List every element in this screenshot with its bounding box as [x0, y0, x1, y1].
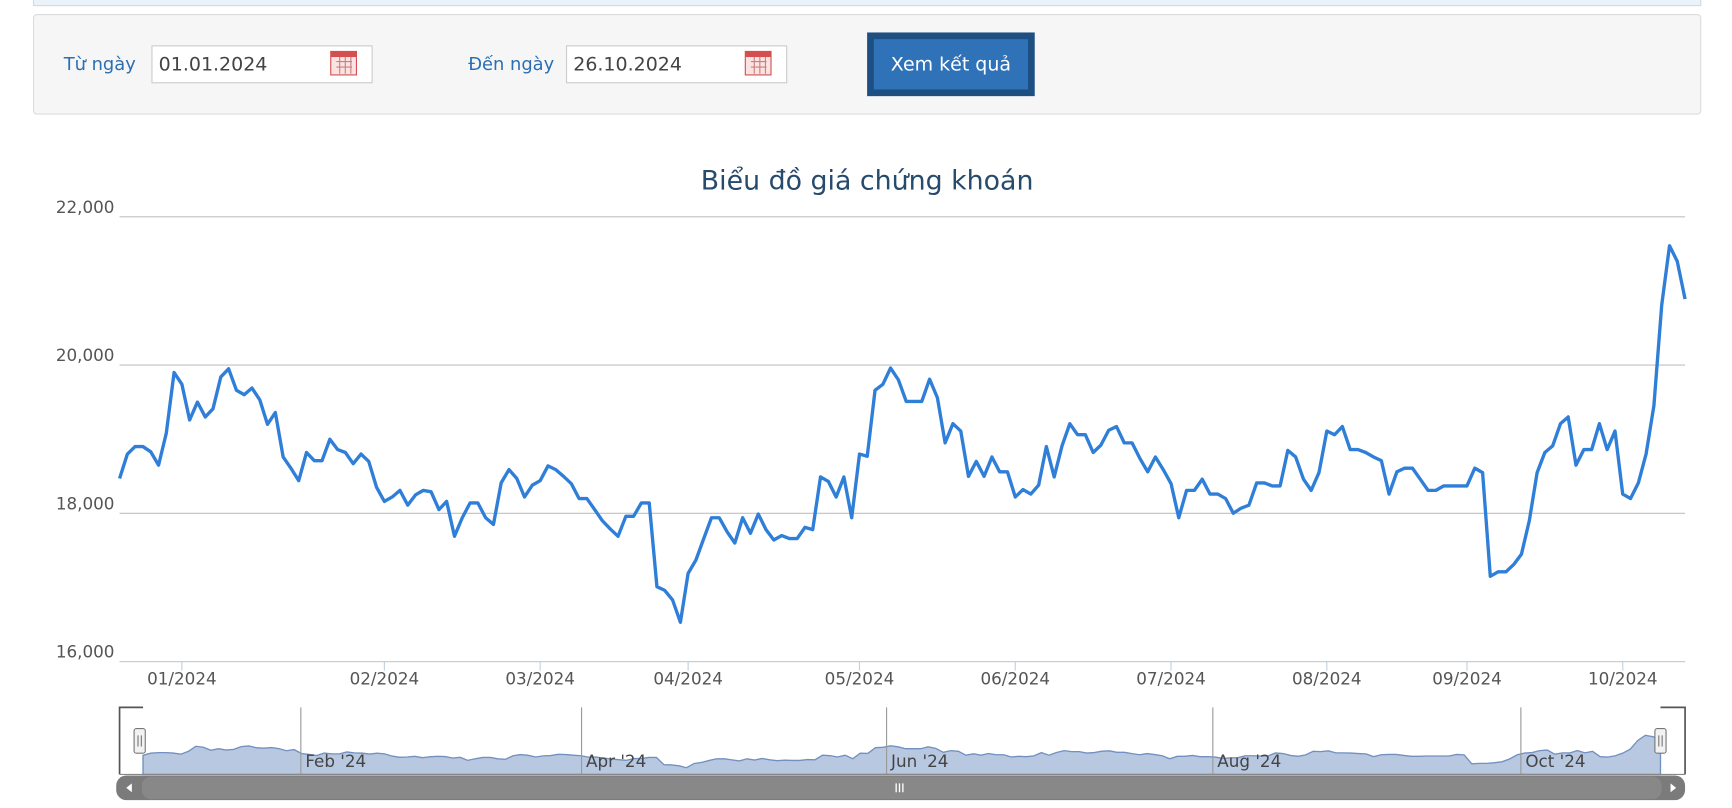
handle-lines[interactable]	[1658, 735, 1663, 747]
x-tick-label: 01/2024	[147, 668, 217, 688]
y-tick-label: 18,000	[56, 493, 115, 513]
navigator-handle[interactable]	[1654, 728, 1667, 754]
navigator-label: Aug '24	[1217, 751, 1281, 771]
submit-button[interactable]: Xem kết quả	[867, 32, 1035, 97]
to-value[interactable]: 26.10.2024	[573, 53, 682, 75]
scroll-right-arrow[interactable]	[1670, 783, 1677, 793]
y-tick-label: 20,000	[56, 345, 115, 365]
y-tick-label: 22,000	[56, 197, 115, 217]
scrollbar-grip	[895, 783, 904, 793]
to-label: Đến ngày	[468, 54, 554, 75]
from-value[interactable]: 01.01.2024	[159, 53, 268, 75]
x-tick-label: 04/2024	[653, 668, 723, 688]
navigator-label: Jun '24	[890, 751, 948, 771]
from-label: Từ ngày	[63, 54, 137, 75]
scroll-left-arrow[interactable]	[126, 783, 132, 793]
chart-title: Biểu đồ giá chứng khoán	[701, 166, 1034, 197]
top-strip	[32, 0, 1702, 7]
calendar-icon[interactable]	[744, 50, 772, 76]
handle-grip[interactable]	[133, 728, 146, 754]
navigator-label: Feb '24	[305, 751, 366, 771]
price-line	[117, 244, 1687, 624]
navigator-label: Apr '24	[586, 751, 646, 771]
navigator-area	[142, 734, 1662, 776]
navigator-label: Oct '24	[1525, 751, 1585, 771]
x-tick-label: 03/2024	[505, 668, 575, 688]
navigator-frame	[118, 706, 1686, 775]
x-tick-label: 09/2024	[1432, 668, 1502, 688]
x-tick-label: 08/2024	[1292, 668, 1362, 688]
scrollbar-thumb[interactable]	[141, 776, 1662, 800]
button-face[interactable]	[873, 39, 1029, 90]
handle-lines[interactable]	[137, 735, 142, 747]
x-tick-label: 07/2024	[1136, 668, 1206, 688]
x-tick-label: 06/2024	[980, 668, 1050, 688]
to-input[interactable]: 26.10.2024	[565, 45, 788, 84]
button-label[interactable]: Xem kết quả	[891, 53, 1011, 75]
x-tick-label: 05/2024	[825, 668, 895, 688]
calendar-icon[interactable]	[330, 50, 358, 76]
x-tick-label: 10/2024	[1588, 668, 1658, 688]
x-tick-label: 02/2024	[350, 668, 420, 688]
y-tick-label: 16,000	[56, 642, 115, 662]
from-input[interactable]: 01.01.2024	[151, 45, 373, 84]
handle-grip[interactable]	[1654, 728, 1667, 754]
navigator-handle[interactable]	[133, 728, 146, 754]
